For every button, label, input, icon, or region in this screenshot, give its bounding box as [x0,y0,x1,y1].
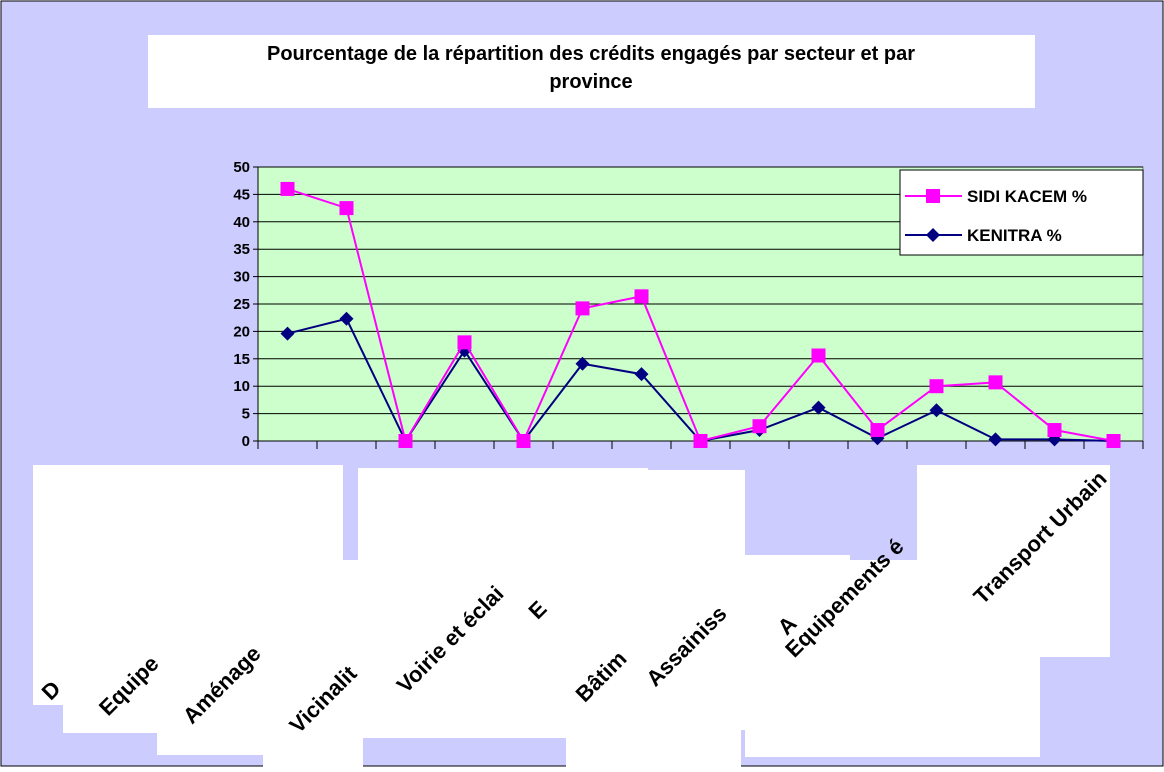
label-box [850,560,920,650]
marker [280,326,295,341]
marker [752,419,767,434]
marker [929,403,944,418]
legend-box [899,169,1144,256]
marker [575,301,590,316]
marker [929,379,944,394]
chart-title: Pourcentage de la répartition des crédit… [267,43,915,93]
y-tick-label: 30 [233,269,250,286]
label-box [640,470,745,730]
marker [1047,423,1062,438]
label-box [263,560,363,767]
y-tick-label: 20 [233,323,250,340]
label-boxes [33,465,1110,767]
label-box [358,468,648,738]
y-tick-label: 15 [233,351,250,368]
legend-label: KENITRA % [967,226,1062,245]
legend: SIDI KACEM % KENITRA % [899,169,1144,256]
marker [988,375,1003,390]
label-box [917,465,1110,657]
y-tick-label: 50 [233,159,250,176]
marker [280,181,295,196]
marker [811,348,826,363]
marker [988,432,1003,447]
marker [870,423,885,438]
y-tick-label: 35 [233,241,250,258]
y-tick-label: 10 [233,378,250,395]
y-tick-label: 45 [233,186,250,203]
marker [634,289,649,304]
y-tick-label: 0 [242,433,250,450]
label-box [157,560,267,755]
marker [811,400,826,415]
marker [693,434,708,448]
label-box [745,640,1040,757]
marker [575,356,590,371]
label-box [63,620,163,733]
legend-marker [926,228,940,242]
y-tick-label: 40 [233,214,250,231]
marker [634,367,649,382]
marker [339,201,354,216]
marker [457,335,472,350]
marker [398,434,413,448]
legend-marker [926,189,940,203]
legend-label: SIDI KACEM % [967,187,1087,206]
marker [1106,434,1121,448]
marker [516,434,531,448]
marker [339,311,354,326]
y-tick-label: 25 [233,296,250,313]
y-tick-label: 5 [242,406,250,423]
title-box [148,35,1035,108]
